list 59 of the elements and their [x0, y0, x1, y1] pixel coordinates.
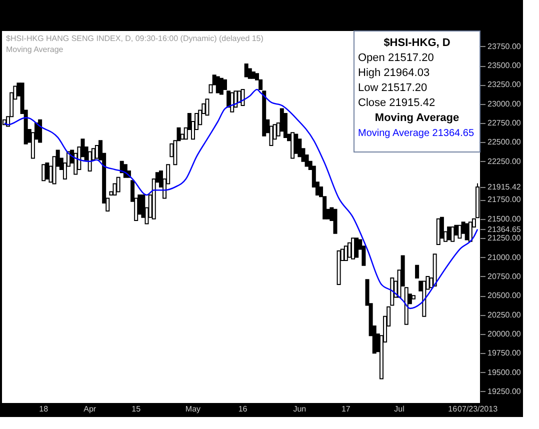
y-tick-label: 22500.00 [488, 138, 522, 147]
y-tick-label: 22250.00 [488, 156, 522, 166]
y-tick-label: 21915.42 [488, 182, 522, 192]
candlestick [468, 222, 472, 242]
y-tick-label: 22750.00 [488, 118, 522, 128]
y-tick-label: 21364.65 [488, 224, 522, 234]
y-tick-label: 23750.00 [488, 42, 522, 51]
candlestick [354, 238, 359, 258]
annotation: $HSI-HKG, D [384, 37, 450, 49]
y-tick-label: 21500.00 [488, 214, 522, 224]
candlestick [216, 76, 220, 94]
candlestick [447, 226, 452, 240]
x-tick-label: Apr [84, 404, 96, 414]
candlestick [240, 89, 245, 106]
candlestick [205, 98, 210, 116]
x-tick-label: 15 [132, 404, 142, 414]
x-tick-label: May [185, 404, 201, 414]
x-tick-label: Jun [293, 404, 306, 414]
candlestick [464, 223, 469, 240]
annotation: Moving Average [374, 112, 460, 124]
candlestick [116, 176, 120, 192]
y-tick-label: 19500.00 [488, 368, 522, 377]
candlestick [244, 63, 248, 78]
candlestick [458, 224, 462, 239]
x-tick-label: 07/23/2013 [457, 404, 498, 414]
x-tick-label: 18 [39, 404, 49, 414]
x-tick-label: 16 [238, 404, 248, 414]
candlestick [38, 119, 42, 143]
candlestick [45, 162, 50, 180]
y-tick-label: 20750.00 [488, 272, 522, 281]
candlestick [42, 164, 46, 182]
y-tick-label: 21000.00 [488, 252, 522, 262]
text: Moving Average [6, 45, 64, 54]
y-tick-label: 23500.00 [488, 61, 522, 70]
annotation: Moving Average 21364.65 [358, 128, 474, 139]
annotation: Close 21915.42 [358, 97, 436, 109]
candlestick [219, 78, 224, 95]
chart-title: $HSI-HKG HANG SENG INDEX, D, 09:30-16:00 (Dynamic) (delayed 15) [6, 34, 264, 43]
candlestick [123, 164, 128, 178]
candlestick [230, 92, 234, 112]
y-tick-label: 20000.00 [488, 329, 522, 338]
x-tick-label: 17 [341, 404, 351, 414]
y-tick-label: 21750.00 [488, 195, 522, 204]
candlestick [344, 246, 348, 261]
candlestick [415, 264, 420, 279]
y-tick-label: 21250.00 [488, 234, 522, 243]
y-tick-label: 23250.00 [488, 80, 522, 90]
y-tick-label: 20500.00 [488, 291, 522, 300]
annotation: High 21964.03 [358, 67, 430, 79]
annotation: Low 21517.20 [358, 82, 428, 94]
y-tick-label: 23000.00 [488, 99, 522, 108]
x-tick-label: 16 [448, 404, 458, 414]
x-tick-label: Jul [394, 404, 405, 414]
candlestick [351, 238, 356, 260]
candlestick [450, 226, 455, 242]
y-tick-label: 19750.00 [488, 348, 522, 358]
y-tick-label: 19250.00 [488, 386, 522, 396]
annotation: Open 21517.20 [358, 52, 434, 64]
y-tick-label: 20250.00 [488, 310, 522, 320]
